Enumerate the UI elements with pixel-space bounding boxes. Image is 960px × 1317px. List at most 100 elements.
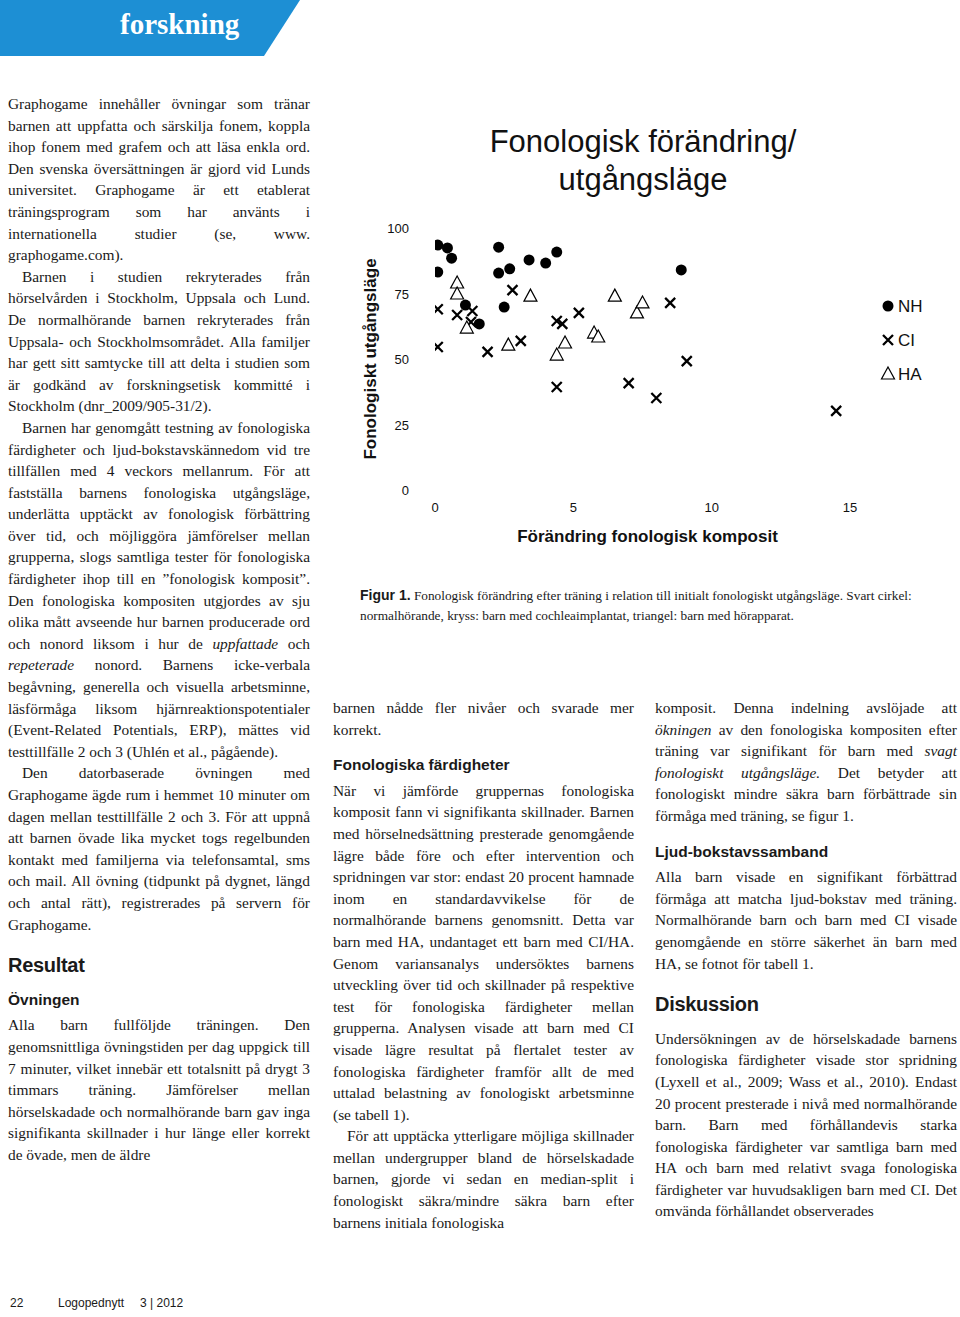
paragraph: Undersökningen av de hörselskadade barne… xyxy=(655,1028,957,1222)
data-point xyxy=(502,338,515,350)
caption-label: Figur 1. xyxy=(360,587,411,603)
text-run-italic: repeterade xyxy=(8,656,74,673)
subheading: Ljud-bokstavssamband xyxy=(655,841,957,863)
paragraph: När vi jämförde gruppernas fonologiska k… xyxy=(333,780,634,1126)
data-point xyxy=(451,287,464,299)
page-number: 22 xyxy=(10,1296,23,1310)
text-run-italic: uppfattade xyxy=(212,635,278,652)
data-point xyxy=(460,321,473,333)
figure-caption: Figur 1. Fonologisk förändring efter trä… xyxy=(360,585,920,626)
x-tick-label: 5 xyxy=(570,500,577,515)
y-tick-label: 0 xyxy=(402,483,409,498)
text-run: Den datorbaserade övningen med Graphogam… xyxy=(8,764,310,932)
caption-text: Fonologisk förändring efter träning i re… xyxy=(360,588,912,623)
chart-title: Fonologisk förändring/utgångsläge xyxy=(490,124,797,197)
section-heading: Resultat xyxy=(8,955,310,977)
text-column: barnen nådde fler nivåer och svarade mer… xyxy=(333,697,634,1233)
data-point xyxy=(551,247,562,258)
legend-marker xyxy=(882,367,895,379)
text-run-italic: ökningen xyxy=(655,721,711,738)
text-run: För att upptäcka ytterligare möjliga ski… xyxy=(333,1127,634,1230)
data-point xyxy=(467,306,477,316)
data-point xyxy=(682,356,692,366)
subheading: Övningen xyxy=(8,989,310,1011)
y-tick-label: 50 xyxy=(395,352,409,367)
paragraph: barnen nådde fler nivåer och svarade mer… xyxy=(333,697,634,740)
data-point xyxy=(540,258,551,269)
legend-label: HA xyxy=(898,365,922,384)
legend-label: NH xyxy=(898,297,923,316)
figure: Fonologisk förändring/utgångslägeFonolog… xyxy=(0,0,960,1317)
data-point xyxy=(636,296,649,308)
x-axis-label: Förändring fonologisk komposit xyxy=(517,527,778,546)
data-point xyxy=(831,406,841,416)
title-line: Fonologisk förändring/ xyxy=(490,124,797,159)
data-point xyxy=(435,240,443,251)
plot-area xyxy=(435,240,841,416)
title-line: utgångsläge xyxy=(559,162,728,197)
data-point xyxy=(493,242,504,253)
legend-label: CI xyxy=(898,331,915,350)
text-column: Graphogame innehåller övningar som träna… xyxy=(8,93,310,1166)
data-point xyxy=(559,336,572,348)
subheading: Fonologiska färdigheter xyxy=(333,754,634,776)
paragraph: Alla barn visade en signifikant förbättr… xyxy=(655,866,957,974)
section-heading: Diskussion xyxy=(655,994,957,1016)
text-run: Alla barn fullföljde träningen. Den geno… xyxy=(8,1016,310,1163)
data-point xyxy=(624,378,634,388)
data-point xyxy=(550,348,563,360)
section-title: forskning xyxy=(120,8,239,41)
paragraph: Graphogame innehåller övningar som träna… xyxy=(8,93,310,266)
text-run: barnen nådde fler nivåer och svarade mer… xyxy=(333,699,634,738)
data-point xyxy=(557,319,567,329)
data-point xyxy=(435,342,443,352)
data-point xyxy=(516,336,526,346)
x-tick-label: 15 xyxy=(843,500,857,515)
y-tick-label: 75 xyxy=(395,287,409,302)
data-point xyxy=(483,347,493,357)
text-run: och xyxy=(278,635,310,652)
x-tick-label: 10 xyxy=(704,500,718,515)
text-run: Barnen i studien rekryterades från hörse… xyxy=(8,268,310,415)
y-tick-label: 100 xyxy=(387,221,409,236)
data-point xyxy=(499,302,510,313)
y-tick-label: 25 xyxy=(395,418,409,433)
data-point xyxy=(552,382,562,392)
legend-marker xyxy=(883,335,893,345)
text-run: Undersökningen av de hörselskadade barne… xyxy=(655,1030,957,1220)
text-column: komposit. Denna indelning avslöjade att … xyxy=(655,697,957,1222)
data-point xyxy=(524,254,535,265)
text-run: Graphogame innehåller övningar som träna… xyxy=(8,95,310,263)
paragraph: Alla barn fullföljde träningen. Den geno… xyxy=(8,1014,310,1165)
data-point xyxy=(524,289,537,301)
data-point xyxy=(665,298,675,308)
data-point xyxy=(493,268,504,279)
paragraph: Den datorbaserade övningen med Graphogam… xyxy=(8,762,310,935)
data-point xyxy=(676,264,687,275)
paragraph: komposit. Denna indelning avslöjade att … xyxy=(655,697,957,827)
data-point xyxy=(435,304,443,314)
paragraph: Barnen i studien rekryterades från hörse… xyxy=(8,266,310,417)
data-point xyxy=(504,263,515,274)
legend-marker xyxy=(883,301,894,312)
data-point xyxy=(452,310,462,320)
data-point xyxy=(574,308,584,318)
paragraph: Barnen har genomgått testning av fonolog… xyxy=(8,417,310,763)
data-point xyxy=(435,267,443,278)
paragraph: För att upptäcka ytterligare möjliga ski… xyxy=(333,1125,634,1233)
text-run: Alla barn visade en signifikant förbättr… xyxy=(655,868,957,971)
text-run: komposit. Denna indelning avslöjade att xyxy=(655,699,957,716)
data-point xyxy=(507,285,517,295)
magazine-name: Logopednytt xyxy=(58,1296,124,1310)
y-axis-label: Fonologiskt utgångsläge xyxy=(361,258,380,459)
x-tick-label: 0 xyxy=(431,500,438,515)
text-run: Barnen har genomgått testning av fonolog… xyxy=(8,419,310,652)
data-point xyxy=(446,253,457,264)
issue: 3 | 2012 xyxy=(140,1296,183,1310)
data-point xyxy=(442,242,453,253)
data-point xyxy=(592,330,605,342)
text-run: När vi jämförde gruppernas fonologiska k… xyxy=(333,782,634,1123)
data-point xyxy=(474,318,485,329)
data-point xyxy=(608,289,621,301)
data-point xyxy=(651,393,661,403)
